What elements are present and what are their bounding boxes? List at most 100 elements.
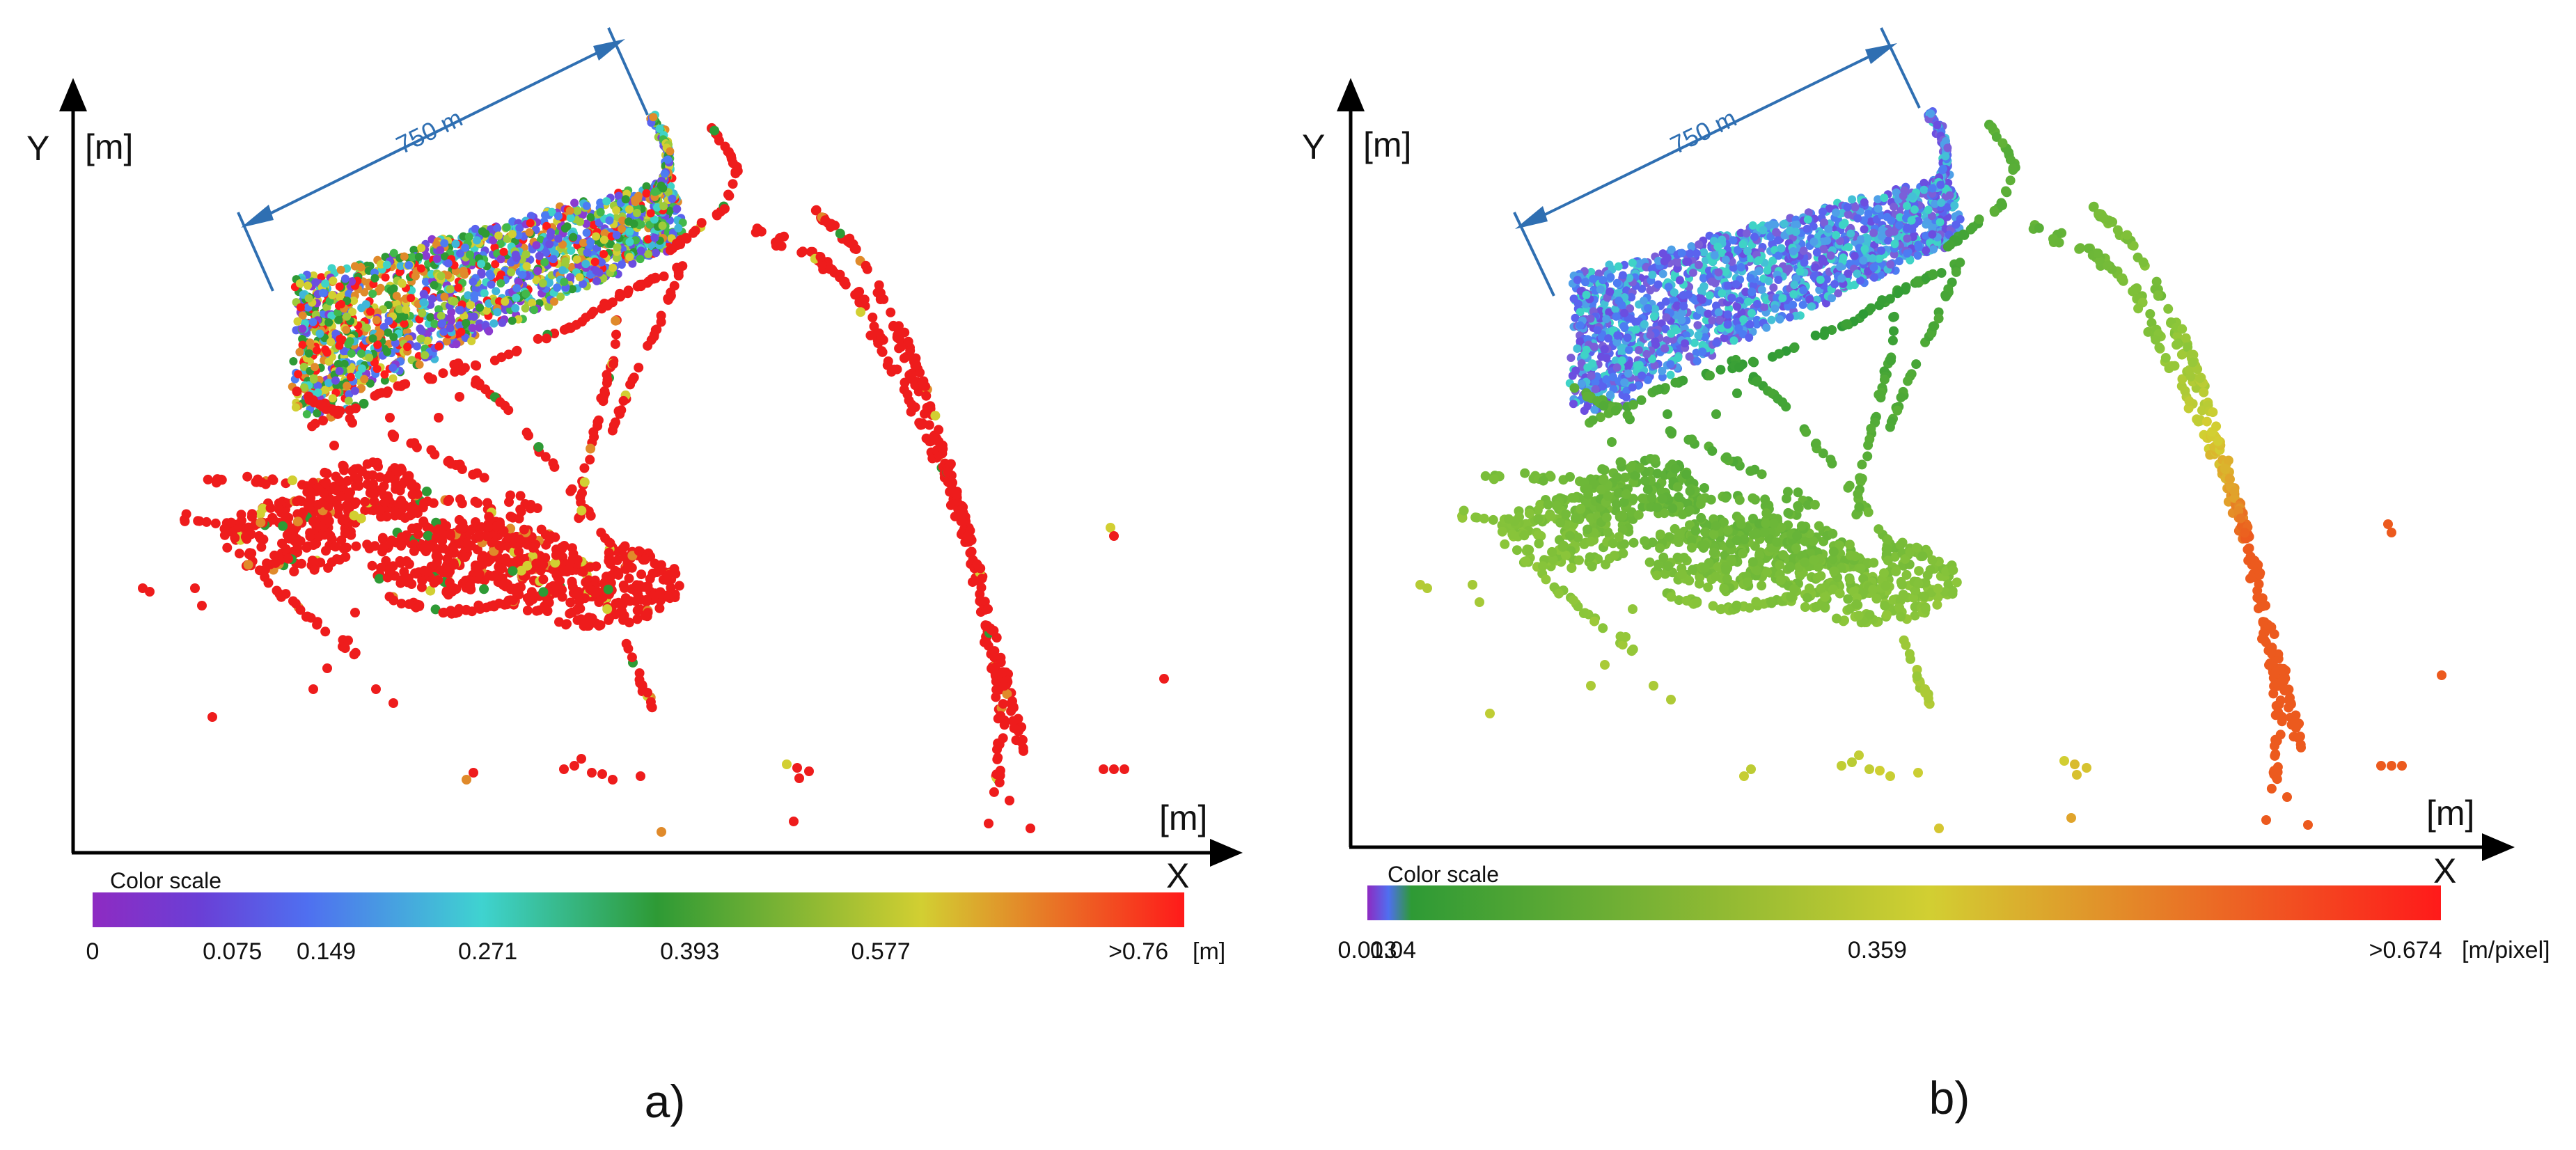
scatter-point [288, 475, 297, 485]
scatter-point [886, 307, 896, 317]
scatter-point [413, 529, 423, 539]
scatter-point [414, 252, 423, 261]
scatter-point [328, 290, 337, 299]
scatter-point [313, 381, 322, 391]
scatter-point [519, 524, 529, 535]
scatter-point [659, 271, 669, 281]
scatter-point [659, 184, 668, 193]
scatter-point [499, 247, 508, 256]
scatter-point [1778, 294, 1787, 303]
scatter-point [431, 551, 441, 561]
scatter-point [605, 559, 615, 569]
scatter-point [1736, 263, 1745, 271]
scatter-point [317, 273, 326, 282]
scatter-point [494, 231, 503, 240]
scatter-point [618, 615, 629, 625]
scatter-point [458, 522, 469, 533]
scatter-point [1159, 674, 1169, 684]
scatter-point [1859, 256, 1868, 265]
scatter-point [294, 370, 303, 379]
scatter-point [336, 535, 347, 546]
scatter-point [417, 576, 427, 586]
scatter-point [464, 233, 473, 242]
scatter-point [311, 278, 320, 287]
scatter-point [632, 209, 641, 217]
scatter-point [496, 352, 507, 363]
scatter-point [1109, 531, 1119, 541]
scatter-point [522, 560, 533, 571]
scatter-point [293, 317, 302, 326]
scatter-point [345, 413, 355, 424]
scatter-point [998, 667, 1008, 677]
scatter-point [562, 619, 572, 629]
scatter-point [485, 326, 494, 336]
scatter-point [993, 714, 1003, 724]
scatter-point [446, 285, 455, 294]
scatter-point [508, 595, 519, 606]
scatter-point [494, 540, 505, 551]
scatter-point [627, 652, 637, 663]
scatter-point [600, 229, 609, 238]
scatter-point [508, 316, 517, 325]
scatter-point [360, 496, 370, 507]
scatter-point [462, 538, 472, 548]
scatter-point [455, 321, 464, 330]
scatter-point [541, 211, 549, 220]
scatter-point [1734, 324, 1743, 333]
scatter-point [1639, 297, 1648, 306]
scatter-point [343, 636, 353, 645]
scatter-point [610, 339, 620, 349]
scatter-point [457, 498, 467, 509]
scatter-point [207, 712, 217, 722]
scatter-point [554, 234, 563, 243]
scatter-point [1658, 269, 1667, 278]
scatter-point [906, 407, 916, 417]
scatter-point [673, 270, 684, 281]
scatter-point [877, 346, 887, 356]
scatter-point [643, 688, 652, 698]
scatter-point [330, 542, 340, 552]
scatter-point [1848, 195, 1857, 204]
scatter-point [867, 313, 878, 322]
scatter-point [348, 308, 357, 317]
scatter-point [407, 523, 417, 534]
scatter-point [396, 541, 407, 551]
scatter-point [1646, 286, 1655, 294]
scatter-point [274, 504, 284, 514]
scatter-point [554, 212, 563, 221]
scatter-point [588, 306, 599, 317]
scatter-point [318, 288, 327, 297]
scatter-point [1580, 407, 1589, 415]
scatter-point [1844, 243, 1853, 251]
scatter-point [487, 280, 496, 289]
scatter-point [572, 255, 581, 264]
color-scale-tick-label: 0.577 [851, 938, 911, 965]
scatter-point [1798, 300, 1807, 309]
scatter-point [362, 323, 371, 332]
scatter-point [1747, 308, 1756, 317]
scatter-point [1007, 696, 1017, 707]
scatter-point [542, 606, 553, 616]
scatter-point [350, 386, 359, 395]
scatter-point [1913, 251, 1922, 260]
scatter-point [515, 534, 525, 544]
scatter-point [660, 169, 669, 178]
scatter-point [416, 334, 425, 343]
scatter-point [1109, 764, 1119, 774]
scatter-point [1009, 723, 1019, 733]
scatter-point [1799, 246, 1808, 255]
scatter-point [197, 601, 207, 611]
scatter-point [283, 512, 294, 523]
scatter-point [613, 243, 622, 252]
scatter-point [1693, 321, 1702, 330]
scatter-point [389, 333, 398, 342]
scatter-point [1903, 249, 1912, 258]
scatter-point [322, 348, 331, 357]
scatter-point [804, 766, 814, 776]
scatter-point [567, 543, 577, 553]
scatter-point [980, 597, 990, 607]
y-axis-letter-a: Y [26, 129, 49, 168]
scatter-point [489, 319, 498, 328]
scatter-point [508, 566, 518, 576]
scatter-point [323, 562, 333, 573]
